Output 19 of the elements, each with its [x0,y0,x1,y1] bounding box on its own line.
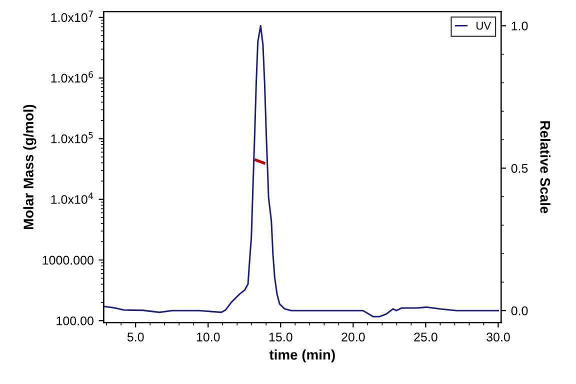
y-tick-label: 1.0x10$^{7}$ [51,10,93,22]
y-tick-label: 1.0x10$^{5}$ [51,132,93,144]
y-tick-label: 1000.000 [42,256,94,265]
y-axis-title: Molar Mass (g/mol) [23,104,36,229]
y2-tick-label: 0.0 [511,306,528,316]
y2-tick-label: 0.5 [511,164,528,173]
y2-axis-title: Relative Scale [540,121,550,214]
x-tick-label: 10.0 [196,332,220,342]
y-tick-label: 100.00 [56,316,94,326]
x-tick-label: 25.0 [414,332,438,342]
y-tick-label: 1.0x10$^{6}$ [51,71,93,83]
x-tick-label: 30.0 [486,332,510,342]
x-tick-label: 15.0 [269,332,292,342]
x-tick-label: 5.0 [127,332,144,342]
y2-tick-label: 1.0 [512,22,528,30]
x-tick-label: 20.0 [342,332,365,342]
y-tick-label: 1.0x10$^{4}$ [51,192,94,204]
x-axis-title: time (min) [269,349,335,362]
legend-label: UV [476,22,492,30]
